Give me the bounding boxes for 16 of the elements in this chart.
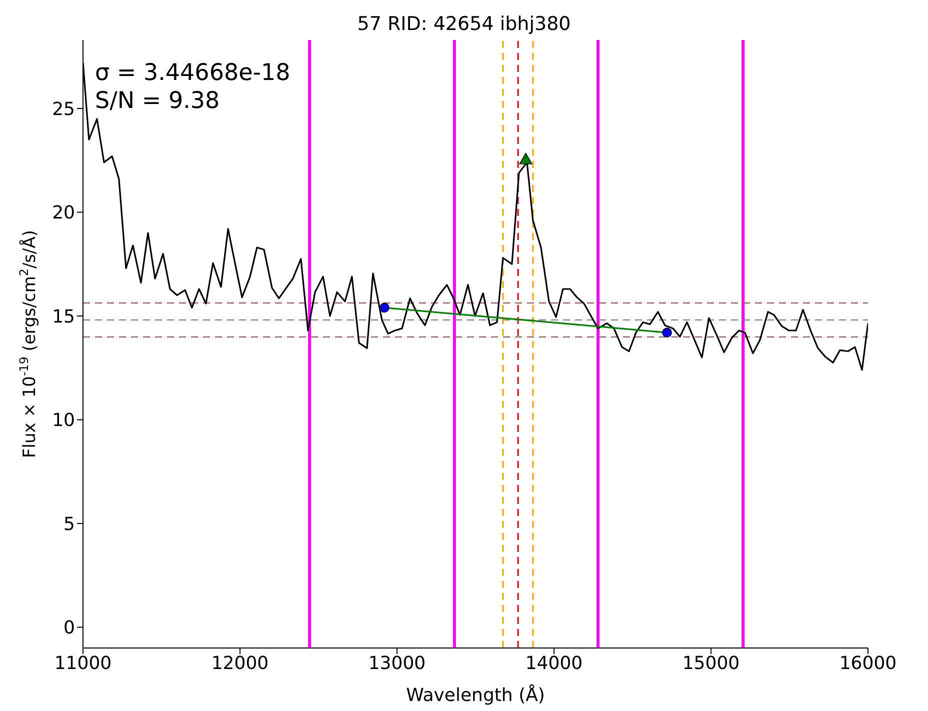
x-tick-label: 12000 [211,652,269,674]
x-tick-label: 14000 [525,652,583,674]
x-tick-label: 11000 [54,652,112,674]
y-tick-label: 15 [52,306,75,328]
y-tick-label: 0 [64,618,75,639]
annotation: σ = 3.44668e-18 [95,60,290,86]
chart-title: 57 RID: 42654 ibhj380 [357,13,571,35]
y-tick-label: 25 [52,98,75,120]
annotation: S/N = 9.38 [95,88,220,114]
y-tick-label: 5 [64,514,75,535]
x-tick-label: 15000 [682,652,740,674]
y-tick-label: 10 [52,410,75,432]
x-tick-label: 16000 [839,652,897,674]
x-tick-label: 13000 [368,652,426,674]
x-axis-title: Wavelength (Å) [406,684,545,706]
y-tick-label: 20 [52,202,75,224]
